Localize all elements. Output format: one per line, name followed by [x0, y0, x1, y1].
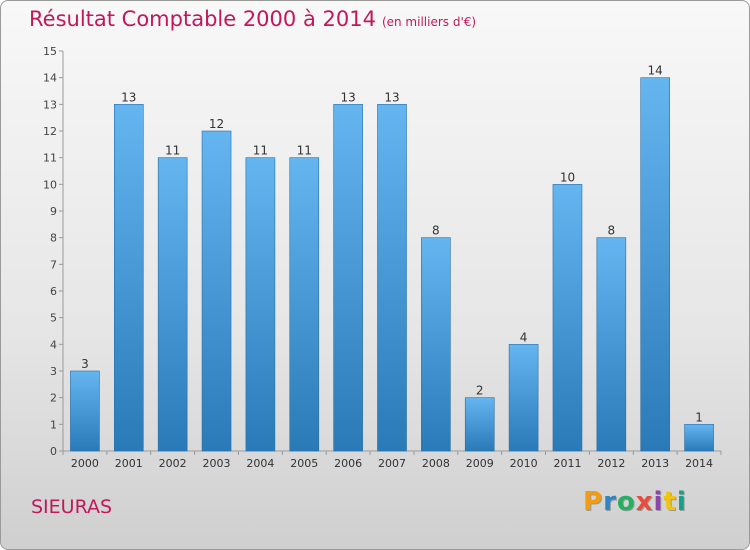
- x-tick-label: 2012: [597, 457, 625, 470]
- y-tick-label: 11: [43, 152, 57, 165]
- bar: [684, 424, 714, 452]
- bar: [157, 157, 188, 452]
- y-tick-label: 6: [50, 285, 57, 298]
- y-tick-label: 2: [50, 392, 57, 405]
- x-tick-label: 2003: [203, 457, 231, 470]
- bar-value-label: 13: [384, 90, 399, 104]
- bar-value-label: 11: [253, 144, 268, 158]
- bar-value-label: 14: [648, 64, 663, 78]
- y-tick-label: 10: [43, 178, 57, 191]
- bar: [640, 77, 671, 452]
- chart-title-text: Résultat Comptable 2000 à 2014: [29, 7, 376, 31]
- bar-value-label: 12: [209, 117, 224, 131]
- y-tick-label: 9: [50, 205, 57, 218]
- bar-value-label: 13: [121, 90, 136, 104]
- bar-value-label: 11: [165, 144, 180, 158]
- y-tick-label: 14: [43, 72, 57, 85]
- bar-value-label: 2: [476, 384, 484, 398]
- bar: [289, 157, 320, 452]
- x-tick-label: 2007: [378, 457, 406, 470]
- bar: [333, 104, 363, 452]
- y-tick-label: 5: [50, 312, 57, 325]
- bar: [552, 184, 583, 452]
- bar-value-label: 8: [432, 224, 440, 238]
- bars-layer: 3 13 11 12 11 11 13 13 8 2 4 10 8 14 1: [70, 64, 714, 452]
- x-tick-label: 2010: [510, 457, 538, 470]
- y-tick-label: 0: [50, 445, 57, 458]
- y-tick-label: 8: [50, 232, 57, 245]
- y-tick-label: 4: [50, 338, 57, 351]
- y-tick-label: 15: [43, 45, 57, 58]
- bar: [114, 104, 144, 452]
- bar-value-label: 13: [340, 90, 355, 104]
- x-tick-label: 2001: [115, 457, 143, 470]
- y-tick-label: 7: [50, 258, 57, 271]
- x-tick-label: 2005: [290, 457, 318, 470]
- x-tick-label: 2002: [159, 457, 187, 470]
- bar: [70, 370, 100, 452]
- bar-value-label: 4: [520, 330, 528, 344]
- chart-unit: (en milliers d'€): [381, 15, 477, 29]
- bar: [377, 104, 407, 452]
- bar-value-label: 10: [560, 170, 575, 184]
- y-tick-label: 13: [43, 98, 57, 111]
- bar: [245, 157, 276, 452]
- x-tick-label: 2013: [641, 457, 669, 470]
- bar: [464, 397, 495, 452]
- y-tick-label: 1: [50, 418, 57, 431]
- commune-name: SIEURAS: [31, 496, 113, 518]
- x-tick-label: 2004: [246, 457, 274, 470]
- bar-value-label: 3: [81, 357, 89, 371]
- y-tick-label: 12: [43, 125, 57, 138]
- y-tick-label: 3: [50, 365, 57, 378]
- bar: [201, 130, 232, 452]
- x-tick-label: 2006: [334, 457, 362, 470]
- bar-value-label: 11: [297, 144, 312, 158]
- x-tick-label: 2014: [685, 457, 713, 470]
- x-tick-label: 2011: [553, 457, 581, 470]
- chart-title: Résultat Comptable 2000 à 2014 (en millie…: [29, 7, 476, 31]
- bar-value-label: 1: [695, 410, 703, 424]
- bar: [508, 344, 539, 452]
- bar: [596, 237, 627, 452]
- bar: [421, 237, 451, 452]
- proxiti-logo: Proxiti: [583, 487, 687, 517]
- x-tick-label: 2009: [466, 457, 494, 470]
- bar-value-label: 8: [608, 224, 616, 238]
- x-tick-label: 2008: [422, 457, 450, 470]
- x-tick-label: 2000: [71, 457, 99, 470]
